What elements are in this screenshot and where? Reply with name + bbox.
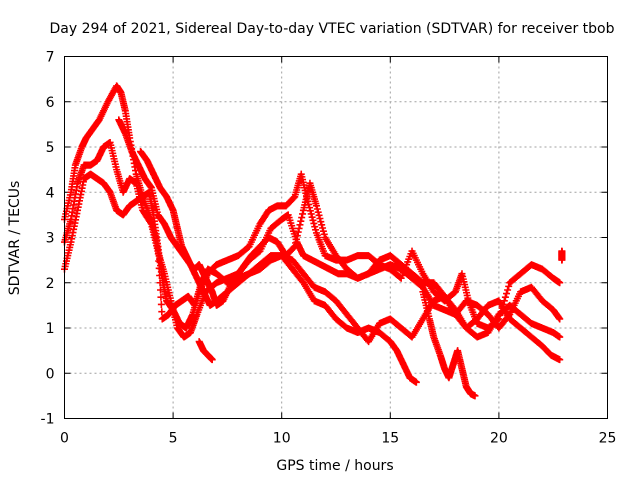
data-point <box>471 392 479 400</box>
data-point <box>315 211 323 219</box>
data-point <box>293 232 301 240</box>
data-point <box>556 279 564 287</box>
data-point <box>155 264 163 272</box>
data-point <box>157 286 165 294</box>
data-point <box>291 243 299 251</box>
data-point <box>556 315 564 323</box>
y-tick-label: 2 <box>46 276 55 292</box>
y-tick-label: 1 <box>46 321 55 337</box>
data-point <box>320 230 328 238</box>
x-tick-label: 10 <box>273 431 291 447</box>
data-point <box>154 250 162 258</box>
series-track-2 <box>61 138 564 341</box>
data-points <box>61 82 566 400</box>
data-point <box>290 243 298 251</box>
data-point <box>505 282 513 290</box>
y-tick-label: 4 <box>46 185 55 201</box>
y-tick-label: 0 <box>46 366 55 382</box>
data-point <box>307 210 315 218</box>
data-point <box>504 286 512 294</box>
data-point <box>298 214 306 222</box>
data-point <box>292 239 300 247</box>
data-point <box>308 213 316 221</box>
data-point <box>312 202 320 210</box>
grid <box>64 56 608 419</box>
series-track-5 <box>137 148 564 341</box>
y-tick-label: 3 <box>46 231 55 247</box>
y-tick-label: 5 <box>46 140 55 156</box>
x-axis-label: GPS time / hours <box>276 458 393 474</box>
axis-ticks: 0 5 10 15 20 25 -1 0 1 2 3 4 5 6 7 <box>41 50 617 447</box>
x-tick-label: 15 <box>381 431 399 447</box>
data-point <box>158 308 166 316</box>
data-point <box>294 228 302 236</box>
data-point <box>319 227 327 235</box>
data-point <box>310 219 318 227</box>
x-tick-label: 5 <box>169 431 178 447</box>
data-point <box>156 272 164 280</box>
data-point <box>312 226 320 234</box>
data-point <box>412 378 420 386</box>
x-tick-label: 25 <box>599 431 617 447</box>
data-point <box>297 217 305 225</box>
data-point <box>156 279 164 287</box>
series-track-6 <box>419 288 479 400</box>
y-tick-label: -1 <box>41 412 55 428</box>
plot-frame <box>64 56 608 419</box>
data-point <box>309 216 317 224</box>
data-point <box>316 214 324 222</box>
data-point <box>292 235 300 243</box>
data-point <box>313 205 321 213</box>
data-point <box>147 219 155 227</box>
data-point <box>208 356 216 364</box>
y-tick-label: 6 <box>46 95 55 111</box>
data-point <box>558 247 566 255</box>
x-tick-label: 0 <box>60 431 69 447</box>
data-point <box>299 210 307 218</box>
data-point <box>154 243 162 251</box>
data-point <box>556 333 564 341</box>
y-tick-label: 7 <box>46 50 55 66</box>
data-point <box>311 223 319 231</box>
data-point <box>295 224 303 232</box>
data-point <box>317 218 325 226</box>
data-point <box>306 207 314 215</box>
data-point <box>503 290 511 298</box>
data-point <box>319 224 327 232</box>
data-point <box>556 356 564 364</box>
series-track-8 <box>558 247 566 264</box>
data-point <box>314 208 322 216</box>
data-point <box>157 300 165 308</box>
data-point <box>155 257 163 265</box>
data-point <box>290 194 298 202</box>
series-track-4 <box>115 116 420 386</box>
data-point <box>296 221 304 229</box>
series-track-7 <box>195 338 216 364</box>
data-point <box>318 221 326 229</box>
data-point <box>501 293 509 301</box>
y-axis-label: SDTVAR / TECUs <box>7 181 23 296</box>
data-point <box>157 293 165 301</box>
chart-title: Day 294 of 2021, Sidereal Day-to-day VTE… <box>49 21 614 37</box>
x-tick-label: 20 <box>490 431 508 447</box>
